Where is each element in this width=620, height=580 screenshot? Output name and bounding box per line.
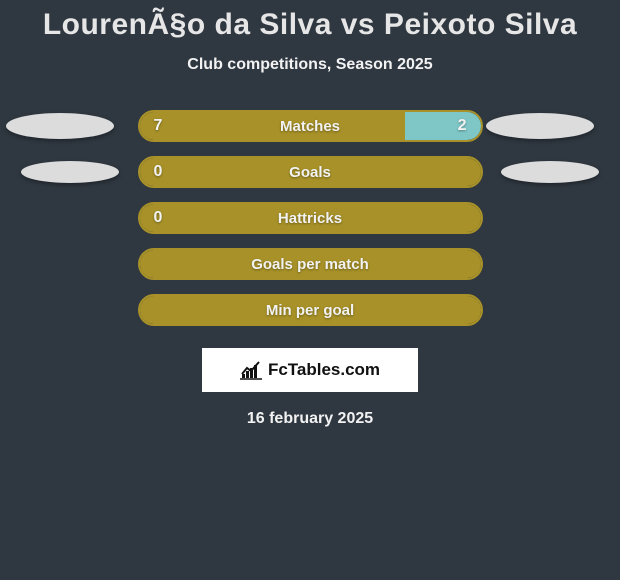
stat-bar: 0 Goals xyxy=(138,156,483,188)
player1-value: 7 xyxy=(154,117,163,135)
player2-value: 2 xyxy=(458,117,467,135)
stat-row: Goals per match xyxy=(0,248,620,280)
stat-bar: Goals per match xyxy=(138,248,483,280)
stat-bar: Min per goal xyxy=(138,294,483,326)
page-title: LourenÃ§o da Silva vs Peixoto Silva xyxy=(0,0,620,42)
date-label: 16 february 2025 xyxy=(0,410,620,428)
stat-row: 0 Goals xyxy=(0,156,620,188)
stat-rows: 7 2 Matches 0 Goals 0 Hattricks Goals per match… xyxy=(0,110,620,326)
player1-ellipse xyxy=(6,113,114,139)
stat-bar: 0 Hattricks xyxy=(138,202,483,234)
player2-ellipse xyxy=(501,161,599,183)
player1-ellipse xyxy=(21,161,119,183)
stat-label: Matches xyxy=(280,118,340,135)
source-logo: FcTables.com xyxy=(202,348,418,392)
chart-icon xyxy=(240,360,262,380)
player2-ellipse xyxy=(486,113,594,139)
stat-label: Hattricks xyxy=(278,210,342,227)
stat-label: Min per goal xyxy=(266,302,354,319)
stat-bar: 7 2 Matches xyxy=(138,110,483,142)
player2-bar-fill xyxy=(405,112,480,140)
player1-value: 0 xyxy=(154,163,163,181)
stat-row: 7 2 Matches xyxy=(0,110,620,142)
stat-row: 0 Hattricks xyxy=(0,202,620,234)
stat-label: Goals xyxy=(289,164,331,181)
page-subtitle: Club competitions, Season 2025 xyxy=(0,56,620,74)
stat-row: Min per goal xyxy=(0,294,620,326)
stat-label: Goals per match xyxy=(251,256,369,273)
player1-bar-fill xyxy=(140,112,406,140)
comparison-infographic: LourenÃ§o da Silva vs Peixoto Silva Club… xyxy=(0,0,620,580)
source-logo-text: FcTables.com xyxy=(268,360,380,380)
player1-value: 0 xyxy=(154,209,163,227)
